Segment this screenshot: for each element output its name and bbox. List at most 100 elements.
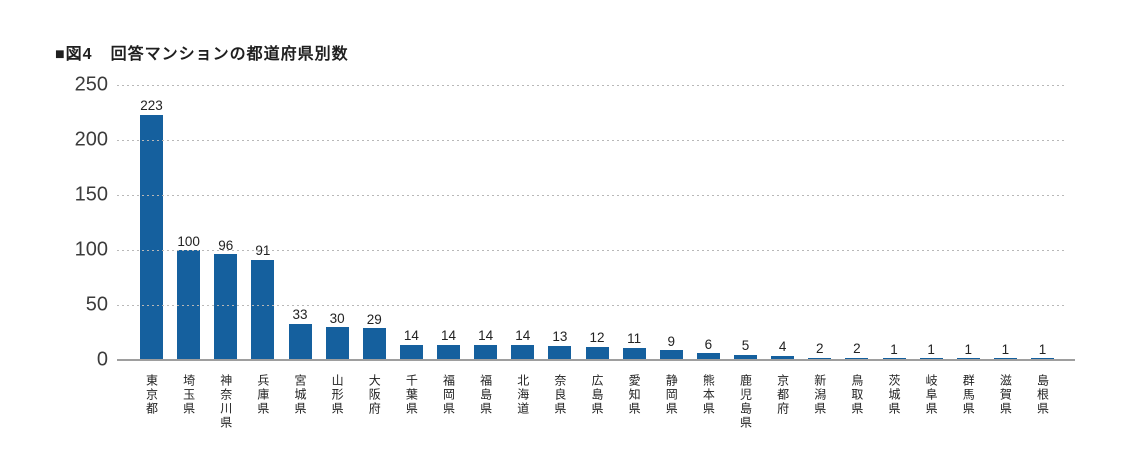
plot-area: 2231009691333029141414141312119654221111…	[117, 85, 1075, 361]
bar-column: 13	[541, 330, 578, 360]
bar-福島県	[474, 344, 498, 360]
bar-宮城県	[288, 323, 312, 360]
bar-column: 14	[430, 329, 467, 360]
bar-column: 91	[244, 244, 281, 360]
bar-value-label: 1	[964, 341, 972, 357]
x-tick-label: 福島県	[478, 374, 493, 416]
x-tick-label: 神奈川県	[218, 374, 233, 430]
bar-value-label: 1	[1001, 341, 1010, 357]
gridline	[117, 305, 1067, 306]
bar-column: 223	[133, 99, 170, 360]
x-tick-label: 奈良県	[552, 374, 567, 416]
bar-神奈川県	[214, 254, 238, 360]
bar-value-label: 4	[778, 339, 787, 355]
x-tick-label: 千葉県	[404, 374, 419, 416]
bar-column: 12	[579, 331, 616, 360]
bar-column: 5	[727, 339, 764, 360]
bar-column: 6	[690, 338, 727, 360]
bar-value-label: 13	[552, 329, 568, 345]
bar-value-label: 223	[140, 98, 163, 114]
bar-column: 9	[653, 335, 690, 360]
bar-column: 14	[467, 329, 504, 360]
x-tick-label: 宮城県	[293, 374, 307, 416]
bar-奈良県	[548, 345, 572, 360]
bar-column: 2	[838, 342, 875, 360]
bar-value-label: 11	[627, 331, 642, 347]
y-tick-label: 50	[85, 293, 108, 316]
bar-value-label: 30	[329, 310, 345, 326]
bar-鹿児島県	[734, 354, 757, 360]
y-tick-label: 0	[96, 348, 108, 371]
x-tick-label: 広島県	[590, 374, 604, 416]
bar-column: 29	[356, 313, 393, 360]
bar-広島県	[585, 346, 609, 360]
x-tick-label: 大阪府	[367, 374, 382, 416]
bar-column: 2	[801, 342, 838, 360]
y-tick-label: 100	[74, 238, 108, 261]
y-tick-label: 150	[74, 183, 108, 206]
x-tick-label: 新潟県	[812, 374, 827, 416]
bar-column: 33	[282, 308, 319, 360]
bar-北海道	[511, 344, 535, 360]
bar-value-label: 1	[1038, 341, 1047, 357]
bar-value-label: 33	[292, 307, 308, 323]
bar-column: 1	[1024, 341, 1061, 360]
bar-value-label: 14	[515, 328, 531, 344]
gridline	[117, 85, 1067, 86]
bar-value-label: 1	[927, 341, 935, 357]
x-tick-label: 愛知県	[627, 374, 642, 416]
x-axis-labels: 東京都 埼玉県 神奈川県 兵庫県 宮城県 山形県 大阪府 千葉県 福岡県 福島県 北海道 奈良県 広島県…	[133, 374, 1061, 462]
bar-column: 1	[876, 341, 913, 360]
bar-value-label: 14	[403, 328, 419, 344]
x-tick-label: 滋賀県	[998, 374, 1013, 416]
bar-value-label: 29	[366, 311, 382, 327]
bar-value-label: 96	[218, 237, 234, 253]
bar-愛知県	[622, 347, 646, 360]
bar-兵庫県	[251, 259, 275, 360]
gridline	[117, 140, 1067, 141]
bar-value-label: 100	[177, 233, 200, 249]
gridline	[117, 195, 1067, 196]
bar-京都府	[771, 355, 795, 360]
bar-新潟県	[808, 357, 832, 360]
bar-value-label: 14	[478, 328, 494, 344]
bar-静岡県	[659, 350, 683, 360]
bar-大阪府	[362, 328, 386, 360]
x-tick-label: 鳥取県	[849, 374, 864, 416]
bar-column: 1	[987, 341, 1024, 360]
bar-千葉県	[399, 344, 423, 360]
figure-title-text: 回答マンションの都道府県別数	[110, 46, 349, 63]
bar-福岡県	[437, 344, 460, 360]
bar-value-label: 14	[440, 328, 457, 344]
bar-column: 1	[913, 341, 950, 360]
bar-熊本県	[696, 353, 720, 360]
x-tick-label: 京都府	[775, 374, 790, 416]
x-tick-label: 熊本県	[701, 374, 716, 416]
bar-value-label: 91	[255, 244, 270, 258]
y-tick-label: 200	[74, 128, 108, 151]
x-tick-label: 島根県	[1035, 374, 1050, 416]
x-axis-baseline	[117, 359, 1075, 361]
bar-東京都	[140, 114, 163, 360]
gridline	[117, 250, 1067, 251]
bar-value-label: 6	[704, 336, 713, 352]
x-tick-label: 埼玉県	[181, 374, 196, 416]
bar-column: 11	[616, 332, 653, 360]
x-tick-label: 北海道	[515, 374, 530, 416]
x-tick-label: 群馬県	[961, 374, 976, 416]
bar-column: 100	[170, 233, 207, 360]
bar-column: 30	[319, 310, 356, 360]
y-axis: 0 50 100 150 200 250	[40, 74, 108, 371]
bar-column: 14	[504, 329, 541, 360]
bar-value-label: 1	[890, 341, 898, 357]
bar-value-label: 12	[589, 330, 605, 346]
bar-value-label: 2	[815, 341, 824, 357]
bar-column: 14	[393, 329, 430, 360]
bar-column: 96	[207, 239, 244, 360]
bar-value-label: 2	[853, 341, 861, 357]
bar-column: 4	[764, 340, 801, 360]
x-tick-label: 岐阜県	[924, 374, 939, 416]
x-tick-label: 山形県	[330, 374, 345, 416]
bar-value-label: 5	[741, 338, 750, 353]
